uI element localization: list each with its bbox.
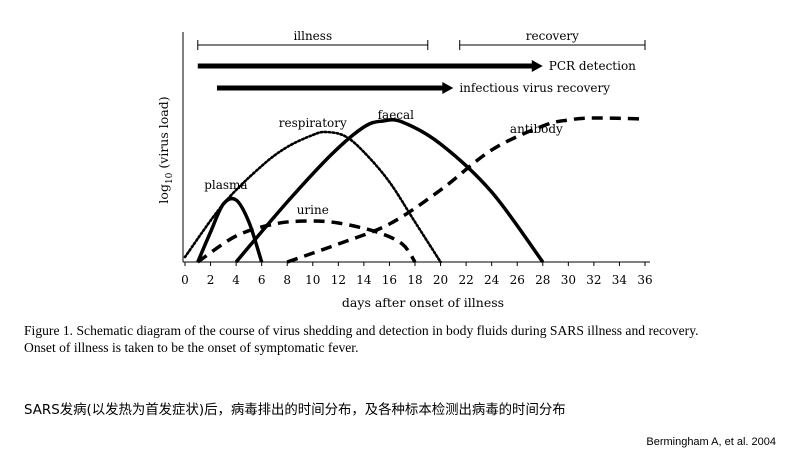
- x-tick-label: 2: [207, 273, 215, 287]
- x-tick-label: 18: [407, 273, 422, 287]
- x-tick-label: 12: [331, 273, 346, 287]
- x-axis-label: days after onset of illness: [342, 295, 504, 310]
- x-tick-label: 36: [637, 273, 652, 287]
- y-axis-label: log10 (virus load): [156, 96, 175, 203]
- figure-caption: Figure 1. Schematic diagram of the cours…: [24, 322, 784, 356]
- phase-label: recovery: [526, 29, 579, 43]
- x-tick-label: 32: [586, 273, 601, 287]
- x-tick-label: 14: [356, 273, 372, 287]
- curve-urine: [196, 219, 417, 264]
- detection-arrow-head: [531, 60, 543, 72]
- x-tick-label: 8: [283, 273, 291, 287]
- x-tick-label: 30: [561, 273, 576, 287]
- x-tick-label: 26: [510, 273, 525, 287]
- x-tick-label: 4: [232, 273, 240, 287]
- curve-label-faecal: faecal: [378, 108, 415, 122]
- x-tick-label: 6: [258, 273, 266, 287]
- x-tick-label: 10: [305, 273, 320, 287]
- curve-antibody: [286, 116, 646, 264]
- x-tick-label: 34: [612, 273, 628, 287]
- curve-plasma: [196, 196, 264, 263]
- x-tick-label: 16: [382, 273, 397, 287]
- curve-label-antibody: antibody: [510, 122, 563, 136]
- curve-respiratory: [183, 130, 442, 264]
- phase-label: illness: [293, 29, 332, 43]
- curve-label-respiratory: respiratory: [279, 116, 347, 130]
- curve-label-urine: urine: [297, 203, 329, 217]
- x-tick-label: 0: [181, 273, 189, 287]
- citation: Bermingham A, et al. 2004: [646, 436, 776, 448]
- caption-line-2: Onset of illness is taken to be the onse…: [24, 340, 359, 355]
- course-chart: 0 2 4 6 8 10 12 14 16 18 20 22 24 26 28 30 32 34 36 illnes…: [156, 29, 653, 310]
- curve-faecal: [234, 118, 545, 264]
- chinese-subtitle: SARS发病(以发热为首发症状)后，病毒排出的时间分布，及各种标本检测出病毒的时…: [24, 403, 566, 418]
- detection-arrow-label: infectious virus recovery: [459, 81, 610, 95]
- x-tick-label: 20: [433, 273, 448, 287]
- x-tick-label: 24: [484, 273, 500, 287]
- caption-line-1: Figure 1. Schematic diagram of the cours…: [24, 323, 699, 338]
- x-tick-label: 28: [535, 273, 550, 287]
- detection-arrow-head: [442, 82, 454, 94]
- curve-label-plasma: plasma: [204, 178, 247, 192]
- x-tick-label: 22: [458, 273, 473, 287]
- detection-arrow-label: PCR detection: [549, 59, 636, 73]
